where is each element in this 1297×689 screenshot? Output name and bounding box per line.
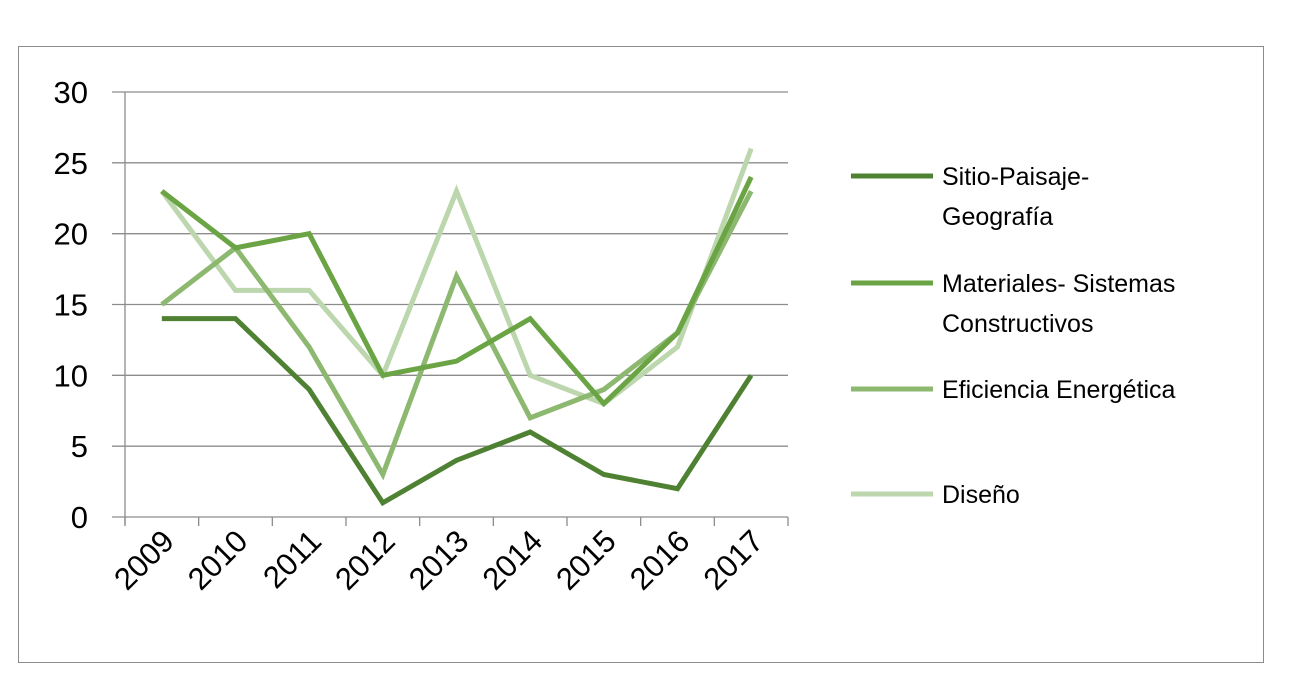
series-lines (159, 147, 754, 507)
x-tick-label-2013: 2013 (402, 523, 476, 597)
series-line-3 (160, 190, 754, 481)
gridlines (112, 91, 788, 447)
x-tick-label-2012: 2012 (328, 523, 402, 597)
x-tick-label-2011: 2011 (256, 523, 328, 595)
x-axis-tick-labels: 2009 2010 2011 2012 2013 2014 2015 2016 2017 (107, 523, 770, 597)
x-tick-label-2016: 2016 (623, 523, 697, 597)
y-tick-label-5: 5 (71, 429, 88, 464)
legend-label-1: Sitio-Paisaje-Geografía (942, 163, 1089, 231)
y-tick-label-25: 25 (54, 146, 88, 181)
y-tick-label-20: 20 (54, 217, 88, 252)
y-axis-tick-labels: 0 5 10 15 20 25 30 (54, 75, 88, 535)
x-tick-label-2014: 2014 (476, 523, 550, 597)
y-tick-label-0: 0 (71, 500, 88, 535)
axes (112, 92, 789, 526)
y-tick-label-10: 10 (54, 358, 88, 393)
legend: Sitio-Paisaje-Geografía Materiales- Siste… (851, 163, 1176, 509)
series-line-4 (159, 147, 754, 407)
legend-label-2: Materiales- Sistemas Constructivos (942, 270, 1175, 338)
x-tick-label-2017: 2017 (697, 523, 771, 597)
x-tick-label-2009: 2009 (107, 523, 181, 597)
series-line-1 (161, 316, 754, 507)
chart-frame (18, 46, 1264, 663)
legend-label-3: Eficiencia Energética (942, 376, 1176, 404)
y-tick-label-15: 15 (54, 288, 88, 323)
y-tick-label-30: 30 (54, 75, 88, 110)
x-tick-label-2010: 2010 (181, 523, 255, 597)
legend-label-4: Diseño (942, 481, 1020, 509)
x-tick-label-2015: 2015 (549, 523, 623, 597)
series-line-2 (160, 175, 754, 408)
